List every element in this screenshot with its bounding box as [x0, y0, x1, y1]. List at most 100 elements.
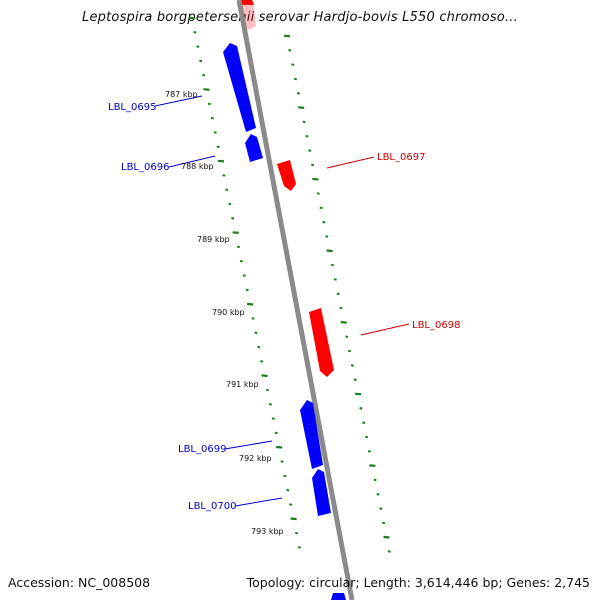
gene-lbl-0698[interactable] — [309, 308, 334, 377]
inner-track-minor-tick — [297, 546, 301, 549]
inner-track-minor-tick — [271, 417, 275, 420]
outer-track-minor-tick — [359, 407, 363, 410]
inner-track-minor-tick — [193, 31, 197, 34]
scale-label-788: 788 kbp — [181, 162, 214, 171]
outer-track-major-tick — [383, 535, 390, 539]
label-connector-lbl-0698 — [360, 323, 410, 336]
outer-track-minor-tick — [311, 163, 315, 167]
inner-track-major-tick — [217, 159, 225, 163]
outer-tick-track — [283, 34, 391, 553]
inner-track-minor-tick — [280, 460, 284, 463]
inner-track-major-tick — [261, 374, 268, 378]
outer-track-major-tick — [326, 249, 333, 253]
outer-track-major-tick — [283, 34, 291, 38]
inner-track-minor-tick — [242, 274, 246, 277]
outer-track-minor-tick — [336, 292, 340, 296]
inner-track-minor-tick — [210, 116, 214, 120]
outer-track-minor-tick — [293, 77, 298, 81]
outer-track-minor-tick — [325, 235, 329, 238]
inner-track-minor-tick — [265, 388, 270, 392]
gene-label-lbl-0700[interactable]: LBL_0700 — [188, 501, 236, 512]
inner-track-minor-tick — [239, 259, 243, 263]
inner-track-minor-tick — [231, 217, 235, 220]
partial-feature-bottom — [331, 593, 346, 600]
inner-track-minor-tick — [196, 45, 200, 48]
outer-track-minor-tick — [387, 550, 391, 553]
outer-track-minor-tick — [339, 306, 343, 310]
inner-track-minor-tick — [222, 174, 226, 177]
inner-track-minor-tick — [251, 317, 255, 320]
label-connector-lbl-0700 — [234, 497, 283, 507]
inner-track-minor-tick — [225, 188, 229, 191]
outer-track-minor-tick — [333, 278, 337, 281]
inner-track-minor-tick — [202, 73, 206, 77]
inner-track-minor-tick — [207, 102, 211, 106]
outer-track-minor-tick — [316, 192, 320, 195]
inner-track-major-tick — [188, 16, 196, 20]
inner-track-minor-tick — [213, 131, 217, 134]
outer-track-minor-tick — [365, 435, 369, 439]
inner-track-major-tick — [246, 302, 254, 306]
inner-track-major-tick — [203, 88, 210, 91]
genome-summary-text: Topology: circular; Length: 3,614,446 bp… — [246, 575, 590, 590]
outer-track-minor-tick — [305, 135, 309, 138]
gene-lbl-0699[interactable] — [300, 400, 323, 469]
outer-track-minor-tick — [296, 92, 300, 95]
accession-text: Accession: NC_008508 — [8, 575, 151, 590]
inner-track-minor-tick — [257, 345, 261, 349]
inner-tick-track — [188, 16, 301, 549]
outer-track-minor-tick — [353, 378, 357, 381]
outer-track-minor-tick — [322, 220, 326, 224]
outer-track-minor-tick — [291, 63, 295, 66]
scale-label-789: 789 kbp — [197, 235, 230, 244]
outer-track-minor-tick — [348, 349, 351, 353]
outer-track-minor-tick — [319, 206, 323, 210]
outer-track-major-tick — [354, 392, 362, 396]
outer-track-major-tick — [340, 321, 347, 324]
label-connector-lbl-0696 — [168, 155, 216, 168]
gene-lbl-0695[interactable] — [223, 43, 256, 132]
map-title: Leptospira borgpetersenii serovar Hardjo… — [82, 10, 518, 25]
gene-lbl-0696[interactable] — [245, 134, 263, 162]
gene-lbl-0700[interactable] — [312, 469, 331, 516]
outer-track-major-tick — [312, 177, 319, 181]
gene-lbl-0697[interactable] — [277, 160, 296, 191]
inner-track-minor-tick — [274, 431, 278, 435]
outer-track-minor-tick — [302, 120, 306, 124]
inner-track-minor-tick — [245, 288, 249, 292]
inner-track-minor-tick — [289, 503, 293, 506]
outer-track-minor-tick — [362, 421, 366, 424]
inner-track-major-tick — [276, 445, 283, 449]
outer-track-minor-tick — [379, 507, 383, 510]
scale-label-793: 793 kbp — [251, 527, 284, 536]
outer-track-minor-tick — [376, 493, 380, 496]
inner-track-major-tick — [232, 231, 239, 234]
scale-label-790: 790 kbp — [212, 308, 245, 317]
outer-track-minor-tick — [330, 263, 335, 267]
scale-label-791: 791 kbp — [226, 380, 259, 389]
outer-track-minor-tick — [373, 478, 377, 482]
partial-feature-top-solid — [239, 0, 254, 5]
outer-track-major-tick — [298, 106, 305, 109]
label-connector-lbl-0699 — [224, 440, 273, 450]
outer-track-minor-tick — [308, 149, 312, 152]
scale-label-792: 792 kbp — [239, 454, 272, 463]
chromosome-backbone — [236, 0, 355, 600]
inner-track-minor-tick — [236, 245, 241, 249]
gene-label-lbl-0697[interactable]: LBL_0697 — [377, 152, 425, 163]
scale-label-787: 787 kbp — [165, 90, 198, 99]
inner-track-minor-tick — [283, 474, 287, 478]
outer-track-minor-tick — [350, 364, 354, 367]
inner-track-minor-tick — [268, 403, 272, 406]
inner-track-minor-tick — [286, 488, 290, 492]
gene-label-lbl-0696[interactable]: LBL_0696 — [121, 162, 169, 173]
gene-label-lbl-0699[interactable]: LBL_0699 — [178, 444, 226, 455]
gene-label-lbl-0695[interactable]: LBL_0695 — [108, 102, 156, 113]
label-connector-lbl-0695 — [154, 95, 203, 107]
inner-track-minor-tick — [254, 331, 258, 335]
inner-track-minor-tick — [260, 360, 264, 363]
outer-track-minor-tick — [367, 450, 371, 453]
outer-track-minor-tick — [288, 49, 292, 52]
gene-label-lbl-0698[interactable]: LBL_0698 — [412, 320, 460, 331]
